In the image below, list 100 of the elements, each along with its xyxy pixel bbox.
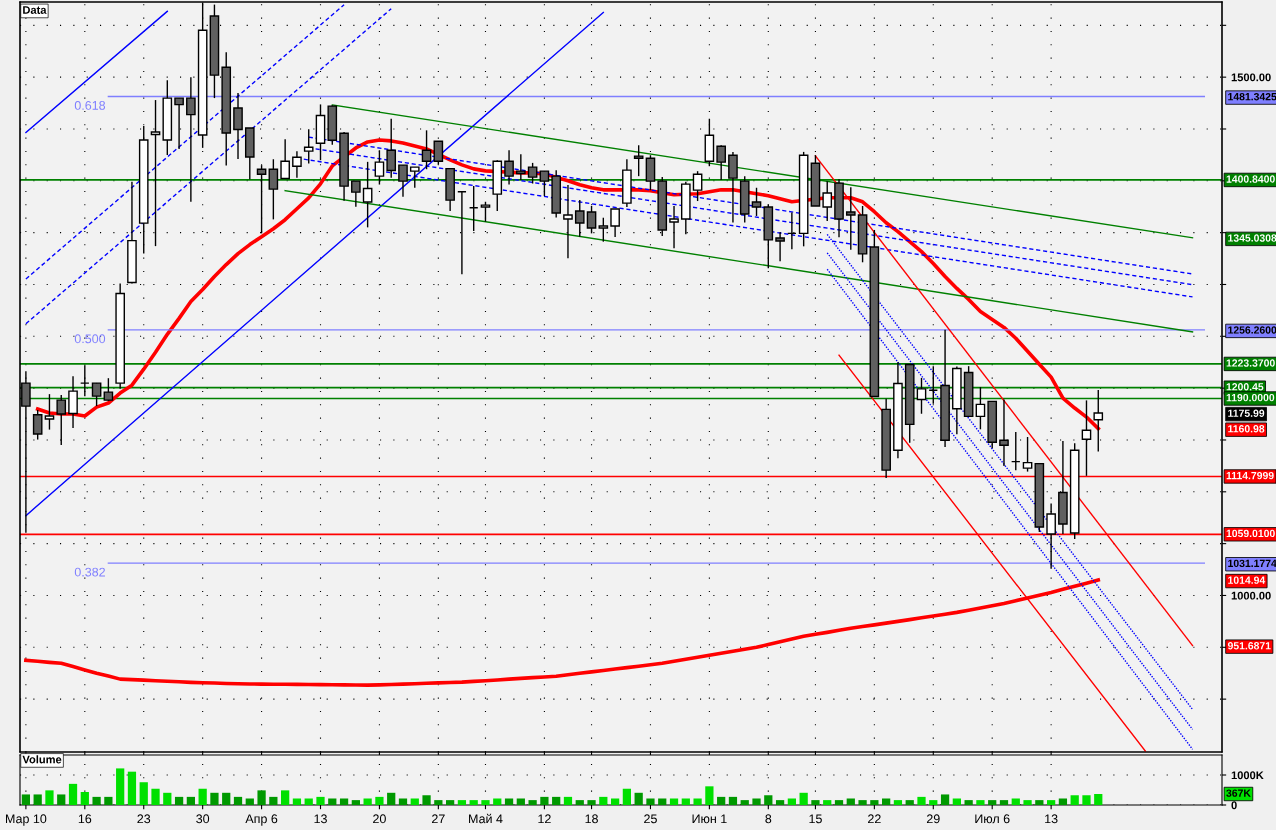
bar (728, 796, 738, 805)
candlestick (692, 170, 703, 202)
x-tick-label: Апр 6 (245, 814, 278, 826)
bar (281, 790, 290, 805)
x-tick-label: 13 (1045, 814, 1058, 824)
y2-tick-label: 1481.3425 (1228, 93, 1276, 101)
chart-title: Data (23, 6, 47, 14)
bar (622, 788, 632, 805)
bar (952, 798, 961, 805)
bar (139, 782, 148, 805)
bar (481, 800, 490, 805)
bar (186, 796, 195, 805)
candlestick (351, 180, 361, 208)
bar (222, 792, 231, 805)
bar (658, 798, 667, 805)
x-tick-label: 8 (765, 814, 772, 824)
bar (316, 796, 325, 805)
candlestick (56, 394, 67, 446)
candlestick (728, 151, 738, 224)
bar (976, 800, 985, 805)
bar (740, 800, 749, 805)
candlestick (633, 144, 644, 177)
bar (210, 792, 219, 805)
bar (328, 798, 337, 805)
bar (634, 792, 643, 805)
y-tick-label: 1500.00 (1231, 73, 1271, 82)
candlestick (975, 386, 986, 430)
bar (552, 796, 561, 805)
x-tick-label: 12 (538, 814, 551, 824)
candlestick (610, 208, 620, 238)
bar (163, 792, 172, 805)
candlestick (362, 161, 373, 229)
bar (1047, 800, 1056, 805)
x-tick-label: 25 (644, 814, 657, 824)
bar (705, 786, 714, 805)
bar (693, 798, 702, 805)
bar (33, 794, 42, 805)
x-tick-label: 23 (137, 814, 151, 824)
bar (787, 798, 796, 805)
candlestick (386, 118, 397, 179)
bar (57, 794, 66, 805)
x-tick-label: 13 (314, 814, 327, 824)
candlestick (563, 184, 573, 259)
bar (469, 800, 478, 805)
bar (669, 798, 679, 805)
y2-tick-label: 1160.98 (1228, 425, 1265, 433)
x-tick-label: Июл 6 (975, 814, 1010, 824)
bar (351, 800, 360, 805)
bar (610, 798, 620, 805)
bar (410, 798, 419, 805)
bar (799, 792, 808, 805)
x-tick-label: 29 (926, 814, 940, 824)
candlestick (845, 186, 856, 251)
bar (999, 800, 1009, 805)
bar (398, 798, 408, 805)
bar (988, 800, 997, 805)
bar (858, 800, 867, 805)
bar (21, 794, 31, 805)
bar (646, 798, 655, 805)
candlestick (645, 154, 656, 191)
candlestick (421, 129, 432, 170)
bar (599, 796, 608, 805)
candlestick (1081, 399, 1092, 477)
x-tick-label: 22 (868, 814, 881, 824)
candlestick (822, 180, 833, 222)
x-tick-label: 27 (432, 814, 445, 824)
y-tick-label: 0 (1231, 801, 1237, 810)
bar (1082, 795, 1091, 805)
bar (504, 798, 514, 805)
bar (905, 800, 914, 805)
bar (964, 800, 973, 805)
bar (363, 798, 372, 805)
bar (233, 796, 243, 805)
bar (563, 796, 573, 805)
x-tick-label: Май 4 (469, 813, 503, 824)
candlestick (280, 138, 290, 180)
bar (870, 800, 879, 805)
bar (434, 800, 443, 805)
x-tick-label: 18 (585, 814, 598, 824)
bar (45, 790, 54, 805)
bar (764, 795, 773, 805)
candlestick (775, 231, 785, 262)
x-tick-label: Июн 1 (692, 814, 727, 824)
bar (1035, 800, 1044, 805)
bar (292, 798, 302, 805)
ref-line-label: 1190.0000 (1226, 393, 1275, 402)
bar (917, 796, 926, 805)
y2-tick-label: 1031.1774 (1228, 559, 1276, 568)
bar (1011, 798, 1020, 805)
bar (811, 800, 820, 805)
bar (493, 798, 502, 805)
series-label: 0.500 (74, 334, 106, 344)
x-tick-label: 15 (809, 814, 822, 824)
series-label: 0.618 (74, 100, 106, 110)
y2-tick-label: 1256.2600 (1228, 326, 1276, 334)
bar (269, 796, 278, 805)
candlestick (598, 217, 609, 243)
bar (540, 796, 549, 805)
y2-tick-label: 951.6871 (1227, 642, 1271, 650)
series-label: 0.382 (74, 567, 105, 577)
